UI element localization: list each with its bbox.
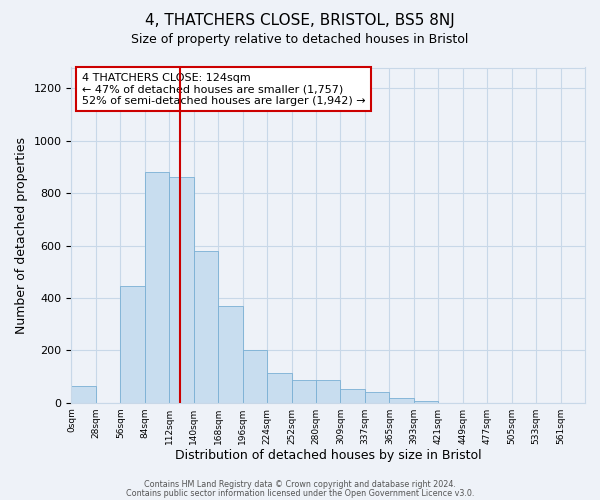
Bar <box>316 380 340 402</box>
Bar <box>365 392 389 402</box>
Bar <box>194 251 218 402</box>
Text: Size of property relative to detached houses in Bristol: Size of property relative to detached ho… <box>131 32 469 46</box>
Bar <box>267 372 292 402</box>
Text: Contains public sector information licensed under the Open Government Licence v3: Contains public sector information licen… <box>126 488 474 498</box>
Bar <box>292 380 316 402</box>
Bar <box>414 400 438 402</box>
Text: 4 THATCHERS CLOSE: 124sqm
← 47% of detached houses are smaller (1,757)
52% of se: 4 THATCHERS CLOSE: 124sqm ← 47% of detac… <box>82 72 365 106</box>
Bar <box>340 389 365 402</box>
Bar <box>71 386 96 402</box>
X-axis label: Distribution of detached houses by size in Bristol: Distribution of detached houses by size … <box>175 450 482 462</box>
Bar <box>145 172 169 402</box>
Bar <box>218 306 242 402</box>
Bar <box>389 398 414 402</box>
Text: Contains HM Land Registry data © Crown copyright and database right 2024.: Contains HM Land Registry data © Crown c… <box>144 480 456 489</box>
Bar <box>169 178 194 402</box>
Text: 4, THATCHERS CLOSE, BRISTOL, BS5 8NJ: 4, THATCHERS CLOSE, BRISTOL, BS5 8NJ <box>145 12 455 28</box>
Bar <box>121 286 145 403</box>
Y-axis label: Number of detached properties: Number of detached properties <box>15 136 28 334</box>
Bar <box>242 350 267 403</box>
